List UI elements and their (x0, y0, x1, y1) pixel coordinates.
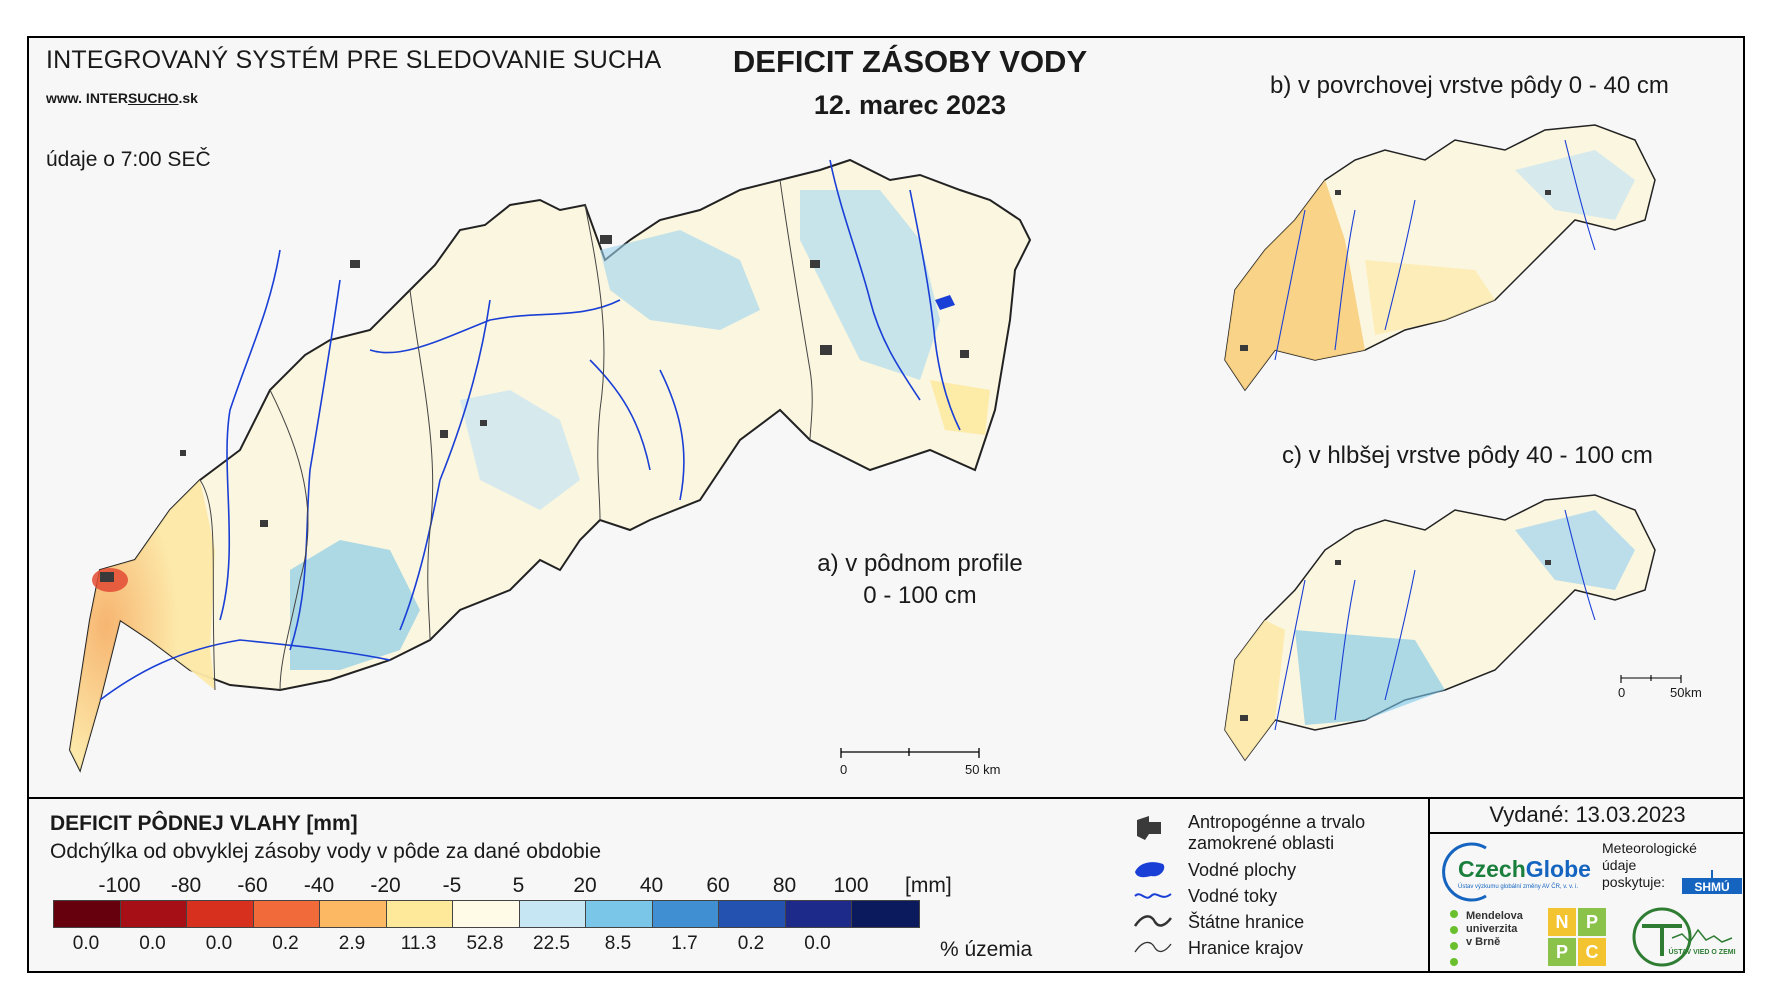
shmu-logo-text: SHMÚ (1694, 879, 1729, 894)
meteo-provider-note: Meteorologické údaje poskytuje: (1602, 840, 1697, 890)
legend-region-border-label: Hranice krajov (1188, 938, 1304, 958)
tick-label: 80 (772, 874, 797, 897)
color-bin-0 (54, 901, 121, 927)
percent-value: 0.2 (272, 933, 299, 954)
legend-title: DEFICIT PÔDNEJ VLAHY [mm] (50, 812, 358, 835)
percent-value: 0.0 (139, 933, 166, 954)
color-bin-9 (652, 901, 719, 927)
main-title: DEFICIT ZÁSOBY VODY (732, 44, 1088, 79)
color-bin-4 (320, 901, 387, 927)
percent-value: 8.5 (604, 933, 632, 954)
color-bin-6 (453, 901, 520, 927)
uvz-logo[interactable]: ÚSTAV VIED O ZEMI (1622, 906, 1740, 968)
center-wet-zone (460, 390, 580, 510)
map-c-deep (1224, 494, 1656, 762)
mendel-dots (1450, 910, 1458, 966)
color-bin-11 (785, 901, 852, 927)
percent-value: 1.7 (671, 933, 698, 954)
tick-label: 5 (512, 874, 525, 897)
tick-label: 60 (706, 874, 730, 897)
water-body-icon (1135, 862, 1165, 878)
rivers-main (99, 159, 961, 701)
percent-value: 11.3 (400, 933, 437, 954)
tick-label: -40 (303, 874, 335, 897)
region-border-icon (1134, 941, 1172, 953)
west-drought-zone (70, 480, 215, 770)
credits-divider (1428, 797, 1430, 973)
legend-state-border-label: Štátne hranice (1188, 912, 1305, 932)
legend-subtitle: Odchýlka od obvyklej zásoby vody v pôde … (50, 840, 602, 863)
system-title: INTEGROVANÝ SYSTÉM PRE SLEDOVANIE SUCHA (46, 46, 662, 74)
legend-water-label: Vodné plochy (1188, 860, 1297, 880)
map-b-surface (1224, 124, 1656, 392)
percent-value: 0.0 (804, 933, 831, 954)
tick-label: 40 (639, 874, 664, 897)
legend-ticks: -100 -80 -60 -40 -20 -5 5 20 40 60 80 10… (53, 874, 1013, 900)
scale-bar-main: 0 50 km (840, 746, 1000, 777)
czechglobe-logo[interactable]: CzechGlobe Ústav výzkumu globální změny … (1438, 838, 1598, 906)
issued-divider (1428, 832, 1745, 834)
color-scale-bar (53, 900, 920, 928)
north-wet-zone (600, 230, 760, 330)
tick-label: -60 (237, 874, 268, 897)
map-date: 12. marec 2023 (813, 90, 1007, 120)
unit-label: [mm] (905, 874, 952, 897)
river-icon (1134, 893, 1172, 899)
tick-label: 100 (833, 874, 869, 897)
map-b-label: b) v povrchovej vrstve pôdy 0 - 40 cm (1270, 72, 1669, 99)
nppc-logo[interactable]: N P P C (1548, 908, 1606, 966)
legend-river-label: Vodné toky (1188, 886, 1278, 906)
east-dry-zone (930, 380, 990, 435)
tick-label: -20 (370, 874, 401, 897)
tick-label: -80 (170, 874, 202, 897)
state-border-icon (1133, 915, 1172, 927)
color-bin-5 (386, 901, 453, 927)
percent-value: 52.8 (466, 933, 504, 954)
percent-value: 22.5 (533, 933, 570, 954)
percent-territory-label: % územia (940, 938, 1033, 961)
map-c-label: c) v hlbšej vrstve pôdy 40 - 100 cm (1282, 442, 1653, 469)
percent-row: 0.0 0.0 0.0 0.2 2.9 11.3 52.8 22.5 8.5 1… (53, 933, 933, 959)
water-body-main (935, 295, 955, 310)
uvz-logo-text: ÚSTAV VIED O ZEMI (1668, 947, 1735, 956)
color-bin-10 (719, 901, 786, 927)
percent-value: 0.0 (205, 933, 233, 954)
scale-bar-small: 0 50km (1618, 672, 1702, 700)
legend-urban-label: Antropogénne a trvalo zamokrené oblasti (1188, 812, 1366, 853)
east-wet-zone (800, 190, 940, 380)
color-bin-1 (120, 901, 187, 927)
tick-label: 20 (573, 874, 597, 897)
tick-label: -100 (98, 874, 141, 897)
color-bin-12 (852, 901, 919, 927)
legend-divider (27, 797, 1745, 799)
shmu-logo[interactable]: SHMÚ (1680, 870, 1744, 898)
tick-label: -5 (442, 874, 462, 897)
website-link[interactable]: www. INTERSUCHO.sk (46, 90, 198, 106)
percent-value: 0.2 (737, 933, 765, 954)
map-a-label: a) v pôdnom profile 0 - 100 cm (817, 550, 1023, 609)
mendel-university-logo[interactable]: Mendelova univerzita v Brně (1466, 910, 1523, 948)
color-bin-2 (187, 901, 254, 927)
urban-area-icon (1137, 816, 1161, 840)
issued-date: Vydané: 13.03.2023 (1489, 802, 1686, 827)
south-wet-zone (290, 540, 420, 670)
percent-value: 2.9 (338, 933, 366, 954)
urban-areas-main (100, 235, 969, 582)
region-borders-main (199, 179, 813, 691)
color-bin-7 (519, 901, 586, 927)
color-bin-8 (586, 901, 653, 927)
percent-value: 0.0 (72, 933, 100, 954)
main-map-a (68, 158, 1032, 773)
time-note: údaje o 7:00 SEČ (46, 148, 211, 171)
color-bin-3 (253, 901, 320, 927)
